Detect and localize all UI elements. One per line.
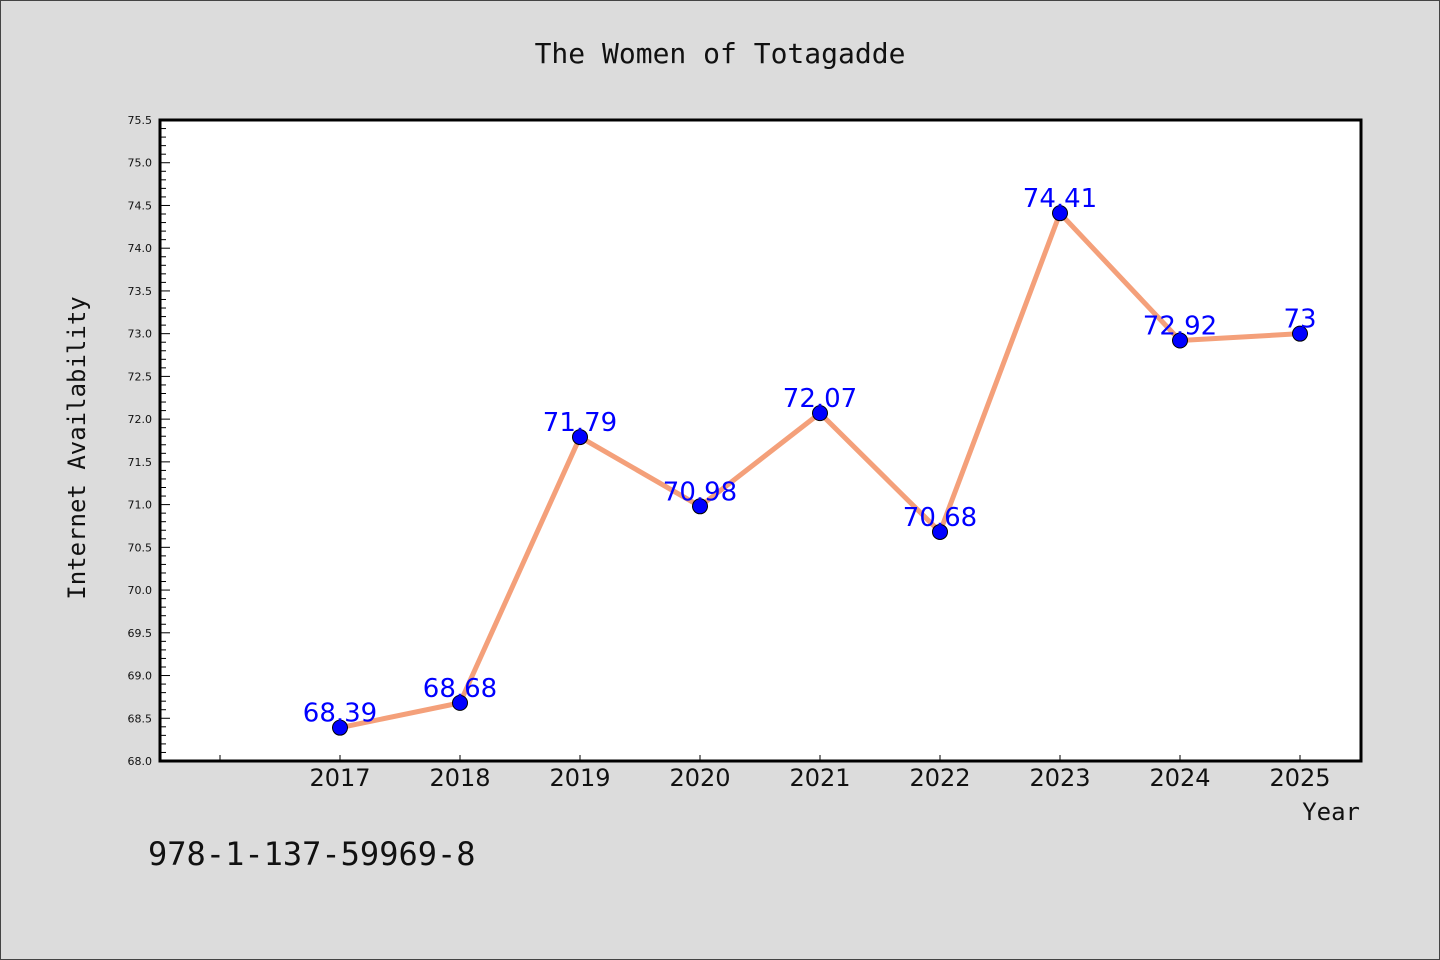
y-tick-label: 71.0 [128,499,153,512]
data-label: 72.92 [1143,312,1217,342]
data-label: 70.68 [903,503,977,533]
data-point [1052,205,1068,222]
x-tick-label: 2021 [789,764,850,792]
y-tick-label: 74.0 [128,242,153,255]
x-tick-label: 2018 [429,764,490,792]
y-tick-label: 68.5 [128,712,153,725]
x-tick-label: 2023 [1029,764,1090,792]
y-tick-label: 75.5 [128,114,153,127]
data-point [812,405,828,422]
data-point [932,523,948,540]
data-label: 73 [1283,305,1316,335]
y-tick-label: 72.0 [128,413,153,426]
data-point [452,694,468,711]
data-labels-group: 68.39 68.68 71.79 70.98 72.07 70.68 74.41 72.92… [303,184,1317,729]
chart-title: The Women of Totagadde [535,37,906,70]
data-label: 68.39 [303,699,377,729]
y-tick-label: 71.5 [128,456,153,469]
data-label: 74.41 [1023,184,1097,214]
data-point [332,719,348,736]
x-tick-label: 2022 [909,764,970,792]
x-tick-label: 2019 [549,764,610,792]
y-tick-label: 75.0 [128,157,153,170]
y-axis: 68.0 68.5 69.0 69.5 70.0 70.5 71.0 71.5 72.0 72.5… [128,114,170,768]
y-tick-label: 70.0 [128,584,153,597]
y-tick-label: 69.5 [128,627,153,640]
plot-area [158,118,1363,763]
y-tick-label: 73.5 [128,285,153,298]
x-tick-label: 2017 [309,764,370,792]
data-label: 71.79 [543,408,617,438]
y-tick-label: 70.5 [128,541,153,554]
x-tick-label: 2024 [1149,764,1210,792]
x-tick-label: 2025 [1269,764,1330,792]
y-tick-label: 73.0 [128,328,153,341]
data-label: 68.68 [423,674,497,704]
data-point [692,498,708,515]
x-tick-label: 2020 [669,764,730,792]
y-tick-label: 72.5 [128,370,153,383]
data-point [1292,325,1308,342]
data-point [1172,332,1188,349]
y-tick-label: 69.0 [128,670,153,683]
x-axis-label: Year [1302,798,1360,826]
data-label: 72.07 [783,384,857,414]
y-tick-label: 74.5 [128,199,153,212]
y-axis-label: Internet Availability [63,296,91,599]
series-markers-group [332,205,1308,736]
data-point [572,429,588,446]
data-label: 70.98 [663,477,737,507]
y-tick-label: 68.0 [128,755,153,768]
x-axis: 2017 2018 2019 2020 2021 2022 2023 2024 2025 [219,755,1331,792]
isbn-text: 978-1-137-59969-8 [148,835,476,873]
